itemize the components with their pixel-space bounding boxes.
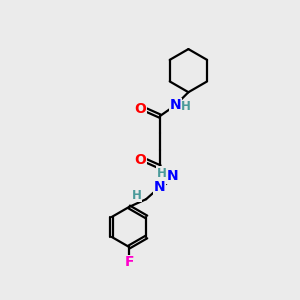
Text: H: H xyxy=(181,100,191,113)
Text: H: H xyxy=(132,189,142,202)
Text: N: N xyxy=(167,169,178,183)
Text: N: N xyxy=(154,180,166,194)
Text: O: O xyxy=(135,153,147,167)
Text: N: N xyxy=(169,98,181,112)
Text: F: F xyxy=(124,255,134,269)
Text: H: H xyxy=(157,167,166,180)
Text: O: O xyxy=(135,102,147,116)
